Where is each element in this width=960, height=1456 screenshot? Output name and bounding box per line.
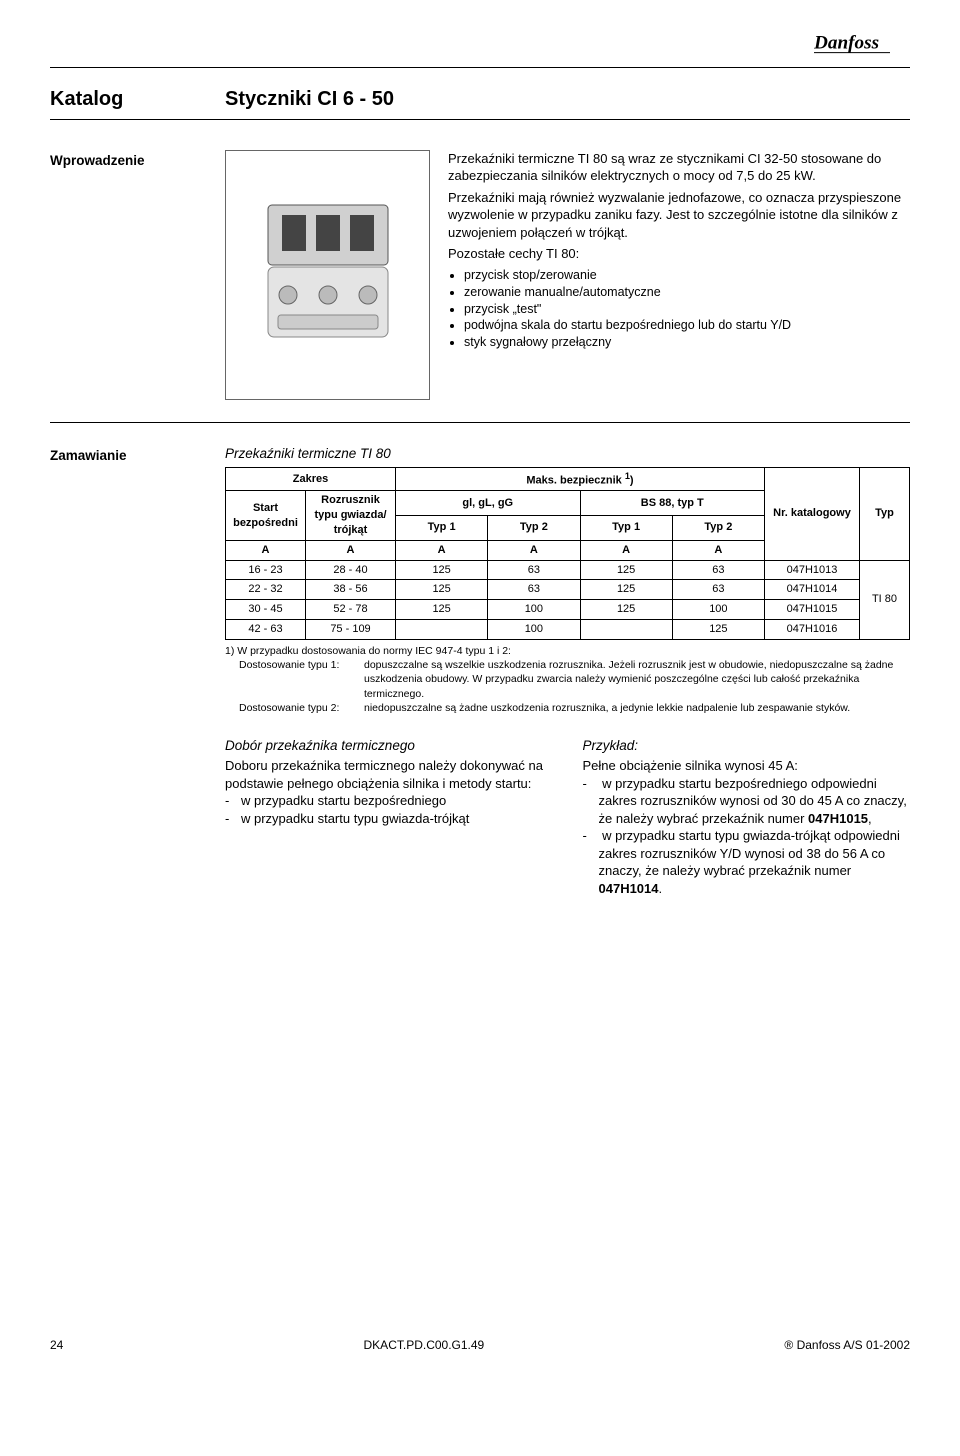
intro-bullet: przycisk stop/zerowanie <box>464 267 910 284</box>
table-row: 22 - 32 38 - 56 125 63 125 63 047H1014 <box>226 580 910 600</box>
table-row: 16 - 23 28 - 40 125 63 125 63 047H1013 T… <box>226 560 910 580</box>
th-t2: Typ 2 <box>672 516 764 541</box>
table-row: 42 - 63 75 - 109 100 125 047H1016 <box>226 620 910 640</box>
footer-page: 24 <box>50 1337 63 1353</box>
footnote-t1-text: dopuszczalne są wszelkie uszkodzenia roz… <box>364 658 910 701</box>
svg-text:Danfoss: Danfoss <box>814 33 879 54</box>
table-row: 30 - 45 52 - 78 125 100 125 100 047H1015 <box>226 600 910 620</box>
th-start: Start bezpośredni <box>226 491 306 541</box>
footer-doc: DKACT.PD.C00.G1.49 <box>63 1337 784 1353</box>
footnote-t1-label: Dostosowanie typu 1: <box>239 658 364 701</box>
selection-right: Przykład: Pełne obciążenie silnika wynos… <box>583 737 911 898</box>
selection-left: Dobór przekaźnika termicznego Doboru prz… <box>225 737 553 898</box>
selection-left-body: Doboru przekaźnika termicznego należy do… <box>225 757 553 792</box>
selection-left-title: Dobór przekaźnika termicznego <box>225 737 553 755</box>
order-section: Zamawianie Przekaźniki termiczne TI 80 Z… <box>50 445 910 898</box>
th-a: A <box>672 540 764 560</box>
selection-right-lead: Pełne obciążenie silnika wynosi 45 A: <box>583 757 911 775</box>
th-rozrusznik: Rozrusznik typu gwiazda/ trójkąt <box>306 491 396 541</box>
sub-rule <box>50 119 910 120</box>
selection-right-title: Przykład: <box>583 737 911 755</box>
brand-logo: Danfoss <box>50 30 910 61</box>
intro-bullet: styk sygnałowy przełączny <box>464 334 910 351</box>
intro-para1: Przekaźniki termiczne TI 80 są wraz ze s… <box>448 150 910 185</box>
th-t2: Typ 2 <box>488 516 580 541</box>
selection-left-item: w przypadku startu typu gwiazda-trójkąt <box>225 810 553 828</box>
typ-cell: TI 80 <box>860 560 910 639</box>
th-a: A <box>396 540 488 560</box>
page-title: Styczniki CI 6 - 50 <box>225 86 394 113</box>
intro-para3: Pozostałe cechy TI 80: <box>448 245 910 263</box>
th-t1: Typ 1 <box>396 516 488 541</box>
intro-bullet: przycisk „test" <box>464 301 910 318</box>
th-typ: Typ <box>860 467 910 560</box>
order-label: Zamawianie <box>50 445 225 898</box>
selection-left-item: w przypadku startu bezpośredniego <box>225 792 553 810</box>
th-a: A <box>580 540 672 560</box>
th-a: A <box>488 540 580 560</box>
intro-bullet: zerowanie manualne/automatyczne <box>464 284 910 301</box>
intro-bullet: podwójna skala do startu bezpośredniego … <box>464 317 910 334</box>
footnote-t2-label: Dostosowanie typu 2: <box>239 701 364 715</box>
th-nr: Nr. katalogowy <box>765 467 860 560</box>
section-rule <box>50 422 910 423</box>
intro-para2: Przekaźniki mają również wyzwalanie jedn… <box>448 189 910 242</box>
intro-text: Przekaźniki termiczne TI 80 są wraz ze s… <box>448 150 910 400</box>
page-footer: 24 DKACT.PD.C00.G1.49 ® Danfoss A/S 01-2… <box>50 1337 910 1353</box>
footnote-intro: 1) W przypadku dostosowania do normy IEC… <box>225 644 910 658</box>
product-image <box>225 150 430 400</box>
selection-right-item: w przypadku startu bezpośredniego odpowi… <box>583 775 911 828</box>
footnote-t2-text: niedopuszczalne są żadne uszkodzenia roz… <box>364 701 910 715</box>
footnote: 1) W przypadku dostosowania do normy IEC… <box>225 644 910 715</box>
intro-section: Wprowadzenie Przekaźniki termiczne TI 80… <box>50 150 910 400</box>
selection-right-item: w przypadku startu typu gwiazda-trójkąt … <box>583 827 911 897</box>
th-a: A <box>306 540 396 560</box>
th-maks: Maks. bezpiecznik 1) <box>396 467 765 491</box>
th-a: A <box>226 540 306 560</box>
th-gl: gl, gL, gG <box>396 491 581 516</box>
th-t1: Typ 1 <box>580 516 672 541</box>
selection-block: Dobór przekaźnika termicznego Doboru prz… <box>225 737 910 898</box>
top-rule <box>50 67 910 68</box>
page-header: Katalog Styczniki CI 6 - 50 <box>50 86 910 113</box>
catalog-label: Katalog <box>50 86 225 113</box>
intro-label: Wprowadzenie <box>50 150 225 400</box>
th-zakres: Zakres <box>226 467 396 491</box>
th-bs: BS 88, typ T <box>580 491 765 516</box>
relay-table: Zakres Maks. bezpiecznik 1) Nr. katalogo… <box>225 467 910 640</box>
footer-copyright: ® Danfoss A/S 01-2002 <box>784 1337 910 1353</box>
table-title: Przekaźniki termiczne TI 80 <box>225 445 910 463</box>
